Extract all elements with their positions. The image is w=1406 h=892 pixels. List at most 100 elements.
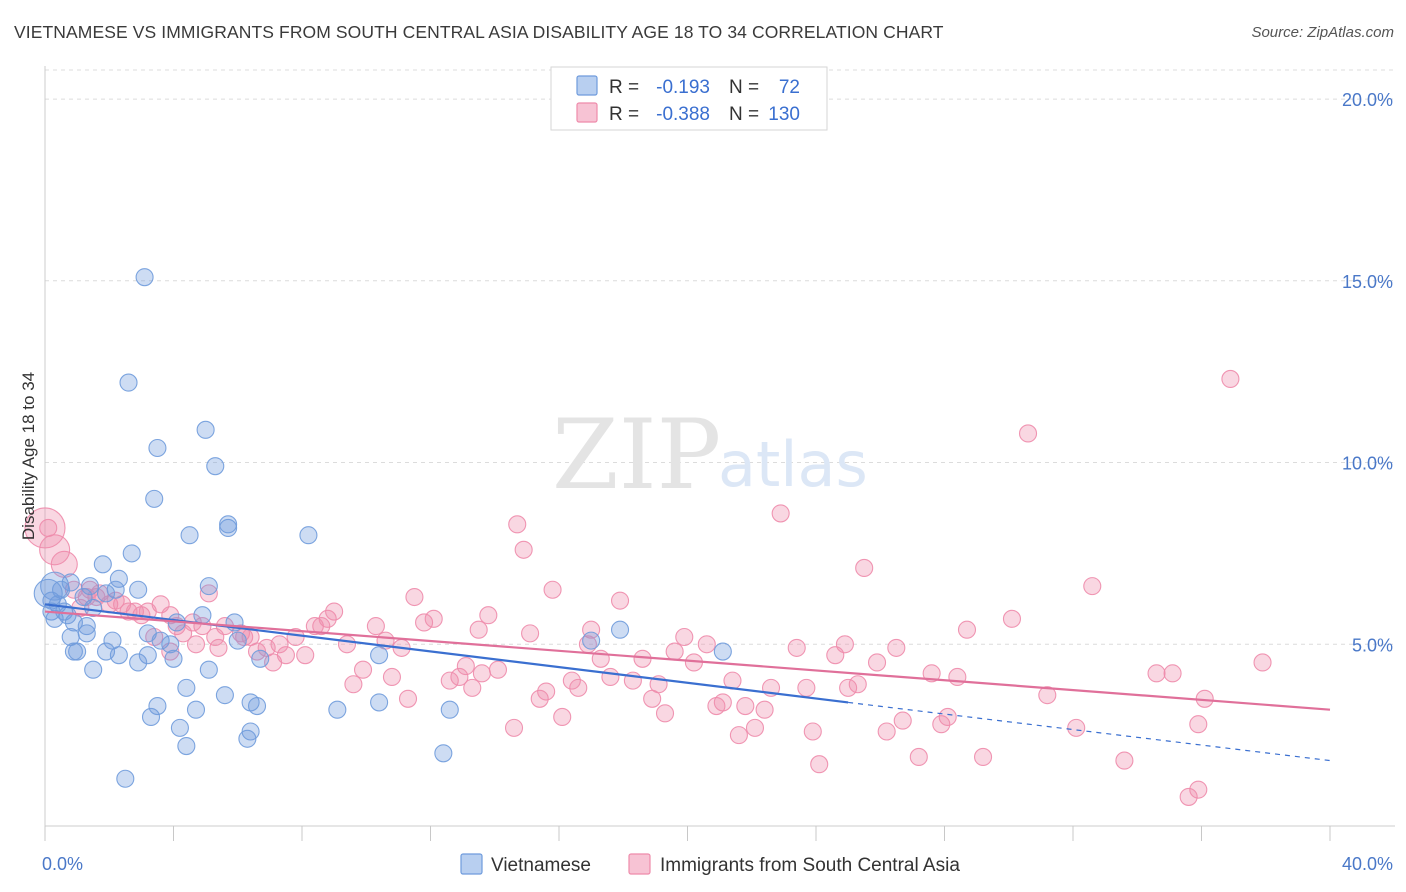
vietnamese-point [96,584,116,603]
immigrants-point [887,638,906,657]
vietnamese-point [151,631,170,650]
vietnamese-point [129,653,148,672]
immigrants-point [835,635,854,654]
immigrants-point [398,689,418,708]
vietnamese-point [177,736,196,756]
vietnamese-trend-line [44,603,849,704]
immigrants-point [366,617,385,636]
immigrants-point [867,653,887,672]
immigrants-point [787,638,806,657]
legend: Vietnamese Immigrants from South Central… [460,853,960,876]
immigrants-point [973,747,993,766]
immigrants-point [736,697,755,716]
immigrants-point [675,627,694,647]
immigrants-point [1189,715,1208,734]
vietnamese-point [247,697,267,716]
watermark-zip: ZIP [552,399,721,511]
immigrants-point [508,515,527,534]
immigrants-point [601,667,620,687]
immigrants-point [488,660,508,679]
vietnamese-point [77,624,96,643]
vietnamese-point [80,577,100,596]
immigrants-point [729,726,748,745]
immigrants-point [553,707,572,727]
immigrants-point [424,609,443,628]
vietnamese-point [109,646,128,665]
immigrants-point [199,584,218,603]
immigrants-point [855,558,874,577]
immigrants-point [877,722,896,741]
immigrants-point [697,635,716,654]
immigrants-point [296,646,315,665]
vietnamese-point [434,744,453,763]
immigrants-point [893,711,912,730]
immigrants-point [610,591,630,610]
immigrants-point [87,587,106,607]
y-tick-label: 10.0% [1342,454,1393,474]
x-tick-label: 0.0% [42,854,83,874]
vietnamese-point [177,678,196,697]
vietnamese-point [64,642,83,661]
immigrants-point [1189,780,1208,799]
vietnamese-point [215,686,234,705]
immigrants-point [325,602,344,621]
vietnamese-point [206,457,225,476]
vietnamese-point [84,598,103,617]
vietnamese-point [582,631,601,650]
immigrants-point [633,649,652,668]
vietnamese-point [33,578,63,608]
immigrants-point [382,667,402,687]
trend-lines [44,603,1331,762]
vietnamese-point [84,660,103,679]
immigrants-point [562,671,581,690]
stats-swatch-immigrants [576,102,598,123]
immigrants-point [810,755,829,774]
chart-title: VIETNAMESE VS IMMIGRANTS FROM SOUTH CENT… [14,22,944,42]
vietnamese-point [77,617,96,636]
vietnamese-point [610,620,630,639]
vietnamese-point [228,631,247,650]
immigrants-point [305,617,324,636]
immigrants-point [665,642,684,661]
vietnamese-point [109,569,128,588]
immigrants-point [797,678,816,697]
vietnamese-point [219,518,238,538]
immigrants-point [463,678,482,697]
immigrants-point [450,667,469,687]
immigrants-point [948,667,967,687]
source-credit: Source: ZipAtlas.com [1251,24,1394,41]
immigrants-point [1163,664,1182,683]
immigrants-point [193,617,212,636]
stats-r-label-immigrants: R = [609,104,639,125]
vietnamese-point [170,718,189,737]
stats-n-value-vietnamese: 72 [779,77,800,98]
stats-swatch-vietnamese [576,75,598,96]
vietnamese-point [299,526,318,545]
stats-box: R = -0.193 N = 72 R = -0.388 N = 130 [550,66,828,131]
immigrants-point [643,689,662,708]
y-tick-labels: 5.0% 10.0% 15.0% 20.0% [1342,90,1393,655]
immigrants-point [938,707,957,727]
immigrants-point [1253,653,1272,672]
immigrants-point [472,664,491,683]
immigrants-point [530,689,549,708]
immigrants-point [1038,686,1057,705]
immigrants-point [24,507,66,549]
immigrants-point [344,675,363,694]
vietnamese-point [106,580,125,599]
stats-n-label-vietnamese: N = [729,77,759,98]
legend-swatch-immigrants [628,853,651,875]
immigrants-point [337,635,357,654]
immigrants-point [415,613,434,632]
stats-r-value-vietnamese: -0.193 [656,77,710,98]
immigrants-point [745,718,765,737]
vietnamese-point [164,649,183,668]
y-tick-label: 20.0% [1342,90,1393,110]
vietnamese-point [199,577,218,596]
immigrants-point [514,540,533,559]
immigrants-point [39,518,58,538]
immigrants-point [1067,718,1086,737]
vietnamese-point [713,642,732,661]
legend-label-vietnamese: Vietnamese [491,855,591,876]
